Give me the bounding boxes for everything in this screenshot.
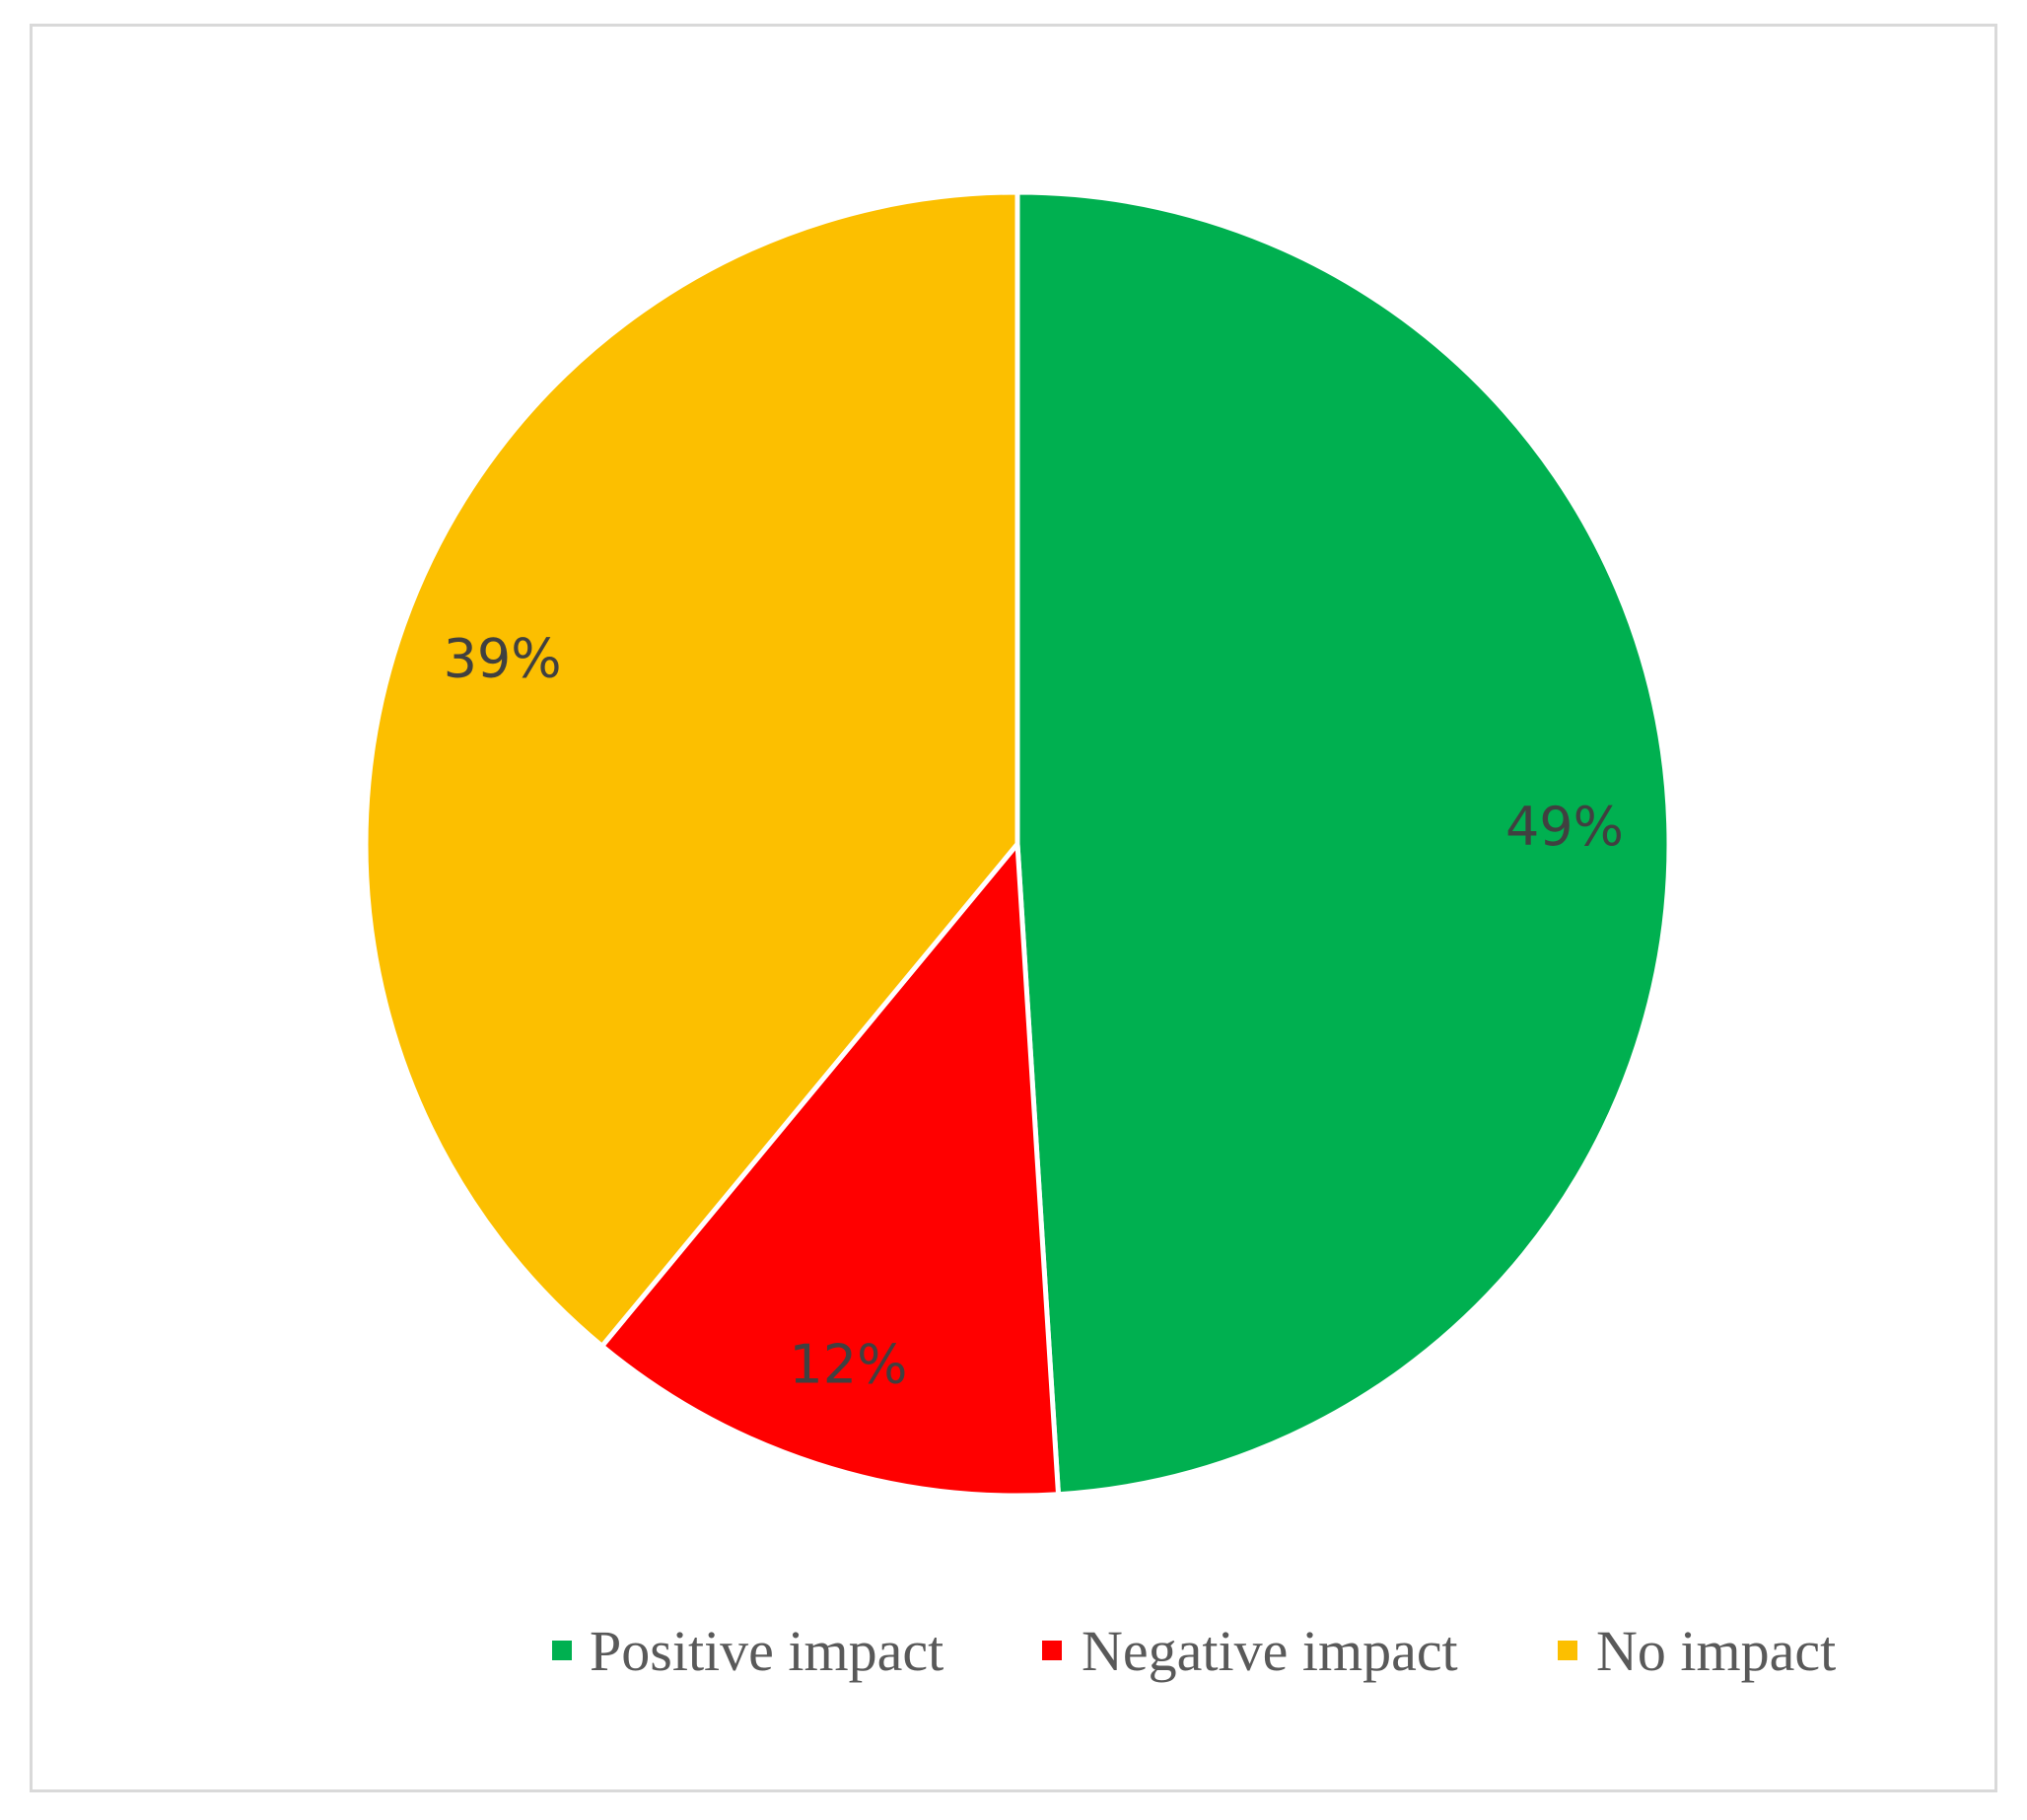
data-label-positive-impact: 49% <box>1505 796 1624 858</box>
pie-slices <box>363 189 1672 1499</box>
legend-swatch-positive-impact <box>552 1641 572 1660</box>
legend-label-positive-impact: Positive impact <box>590 1619 944 1683</box>
pie-slice-no-impact <box>363 189 1020 1349</box>
data-label-no-impact: 39% <box>444 627 562 689</box>
data-label-negative-impact: 12% <box>789 1334 907 1396</box>
pie-slice-negative-impact <box>599 841 1061 1499</box>
pie-slice-positive-impact <box>1014 189 1672 1498</box>
pie-data-labels: 49% 12% 39% <box>444 627 1624 1395</box>
legend-label-negative-impact: Negative impact <box>1082 1619 1458 1683</box>
legend-swatch-no-impact <box>1558 1641 1577 1660</box>
legend-label-no-impact: No impact <box>1596 1619 1836 1683</box>
legend-swatch-negative-impact <box>1042 1641 1062 1660</box>
legend: Positive impact Negative impact No impac… <box>552 1619 1836 1683</box>
